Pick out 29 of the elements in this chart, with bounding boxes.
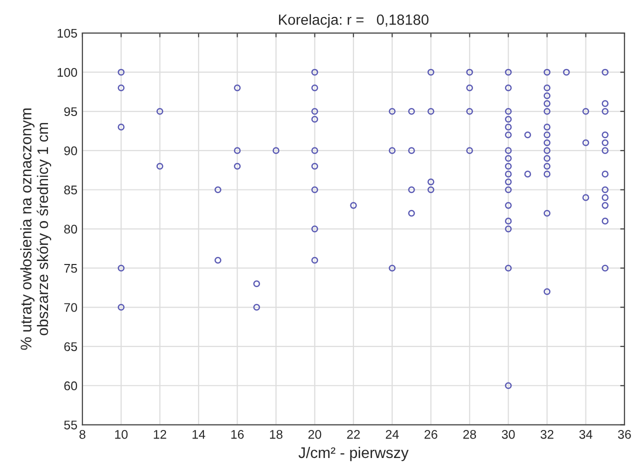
x-tick-label: 26: [424, 430, 438, 439]
x-tick-label: 28: [463, 430, 476, 439]
y-tick-label: 55: [64, 420, 78, 430]
y-tick-label: 65: [64, 342, 78, 352]
y-tick-label: 75: [64, 264, 78, 273]
y-tick-label: 85: [64, 186, 78, 194]
x-axis-title: J/cm² - pierwszy: [298, 446, 409, 462]
x-tick-label: 14: [192, 430, 206, 439]
y-axis-title: % utraty owłosienia na oznaczonym obszarze skóry o średnicy 1 cm: [20, 108, 52, 350]
chart-title: Korelacja: r = 0,18180: [279, 14, 428, 28]
y-tick-label: 70: [64, 303, 78, 312]
x-tick-label: 12: [154, 430, 166, 439]
x-tick-label: 34: [579, 430, 592, 439]
y-tick-label: 90: [64, 146, 78, 156]
x-tick-label: 8: [79, 430, 86, 439]
x-tick-label: 10: [115, 430, 128, 439]
x-tick-label: 32: [540, 430, 554, 439]
x-tick-label: 16: [231, 430, 244, 439]
x-tick-label: 20: [308, 430, 322, 439]
x-tick-label: 24: [386, 430, 399, 439]
y-tick-label: 105: [58, 28, 78, 38]
y-tick-label: 95: [64, 107, 78, 116]
x-tick-label: 36: [618, 430, 631, 439]
y-tick-label: 100: [58, 68, 78, 77]
y-tick-label: 80: [64, 224, 78, 234]
y-tick-label: 60: [64, 381, 78, 390]
x-tick-label: 18: [270, 430, 282, 439]
x-tick-label: 22: [347, 430, 360, 439]
x-tick-label: 30: [502, 430, 515, 439]
